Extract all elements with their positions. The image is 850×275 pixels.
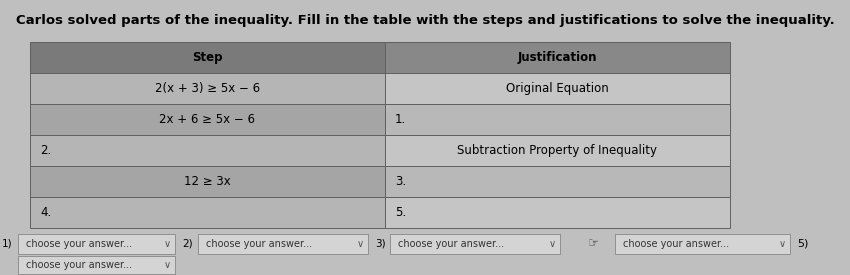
Bar (385, 135, 730, 166)
Bar (18, 234, 175, 254)
Bar (30, 166, 385, 197)
Text: ∨: ∨ (356, 239, 364, 249)
Text: 2x + 6 ≥ 5x − 6: 2x + 6 ≥ 5x − 6 (160, 113, 256, 126)
Text: 1.: 1. (395, 113, 406, 126)
Text: ☞: ☞ (588, 238, 599, 251)
Text: Step: Step (192, 51, 223, 64)
Bar (30, 73, 385, 104)
Text: ∨: ∨ (163, 239, 171, 249)
Text: 2): 2) (182, 239, 193, 249)
Text: choose your answer...: choose your answer... (398, 239, 504, 249)
Text: 2.: 2. (40, 144, 51, 157)
Bar (198, 234, 368, 254)
Bar (385, 42, 730, 73)
Text: choose your answer...: choose your answer... (26, 260, 132, 270)
Text: 5.: 5. (395, 206, 406, 219)
Text: 3.: 3. (395, 175, 406, 188)
Text: 12 ≥ 3x: 12 ≥ 3x (184, 175, 231, 188)
Bar (385, 166, 730, 197)
Text: 2(x + 3) ≥ 5x − 6: 2(x + 3) ≥ 5x − 6 (155, 82, 260, 95)
Bar (18, 256, 175, 274)
Text: choose your answer...: choose your answer... (26, 239, 132, 249)
Bar (385, 73, 730, 104)
Bar (385, 197, 730, 228)
Text: Subtraction Property of Inequality: Subtraction Property of Inequality (457, 144, 658, 157)
Text: Original Equation: Original Equation (506, 82, 609, 95)
Bar (390, 234, 560, 254)
Bar (30, 135, 385, 166)
Bar (385, 104, 730, 135)
Text: 1): 1) (2, 239, 13, 249)
Text: choose your answer...: choose your answer... (206, 239, 312, 249)
Text: ∨: ∨ (548, 239, 556, 249)
Bar (615, 234, 790, 254)
Bar (30, 42, 385, 73)
Text: Carlos solved parts of the inequality. Fill in the table with the steps and just: Carlos solved parts of the inequality. F… (15, 14, 835, 27)
Bar (30, 104, 385, 135)
Bar (30, 197, 385, 228)
Text: ∨: ∨ (163, 260, 171, 270)
Text: 3): 3) (375, 239, 386, 249)
Text: Justification: Justification (518, 51, 598, 64)
Text: 4.: 4. (40, 206, 51, 219)
Text: ∨: ∨ (779, 239, 785, 249)
Text: choose your answer...: choose your answer... (623, 239, 729, 249)
Text: 5): 5) (797, 239, 808, 249)
